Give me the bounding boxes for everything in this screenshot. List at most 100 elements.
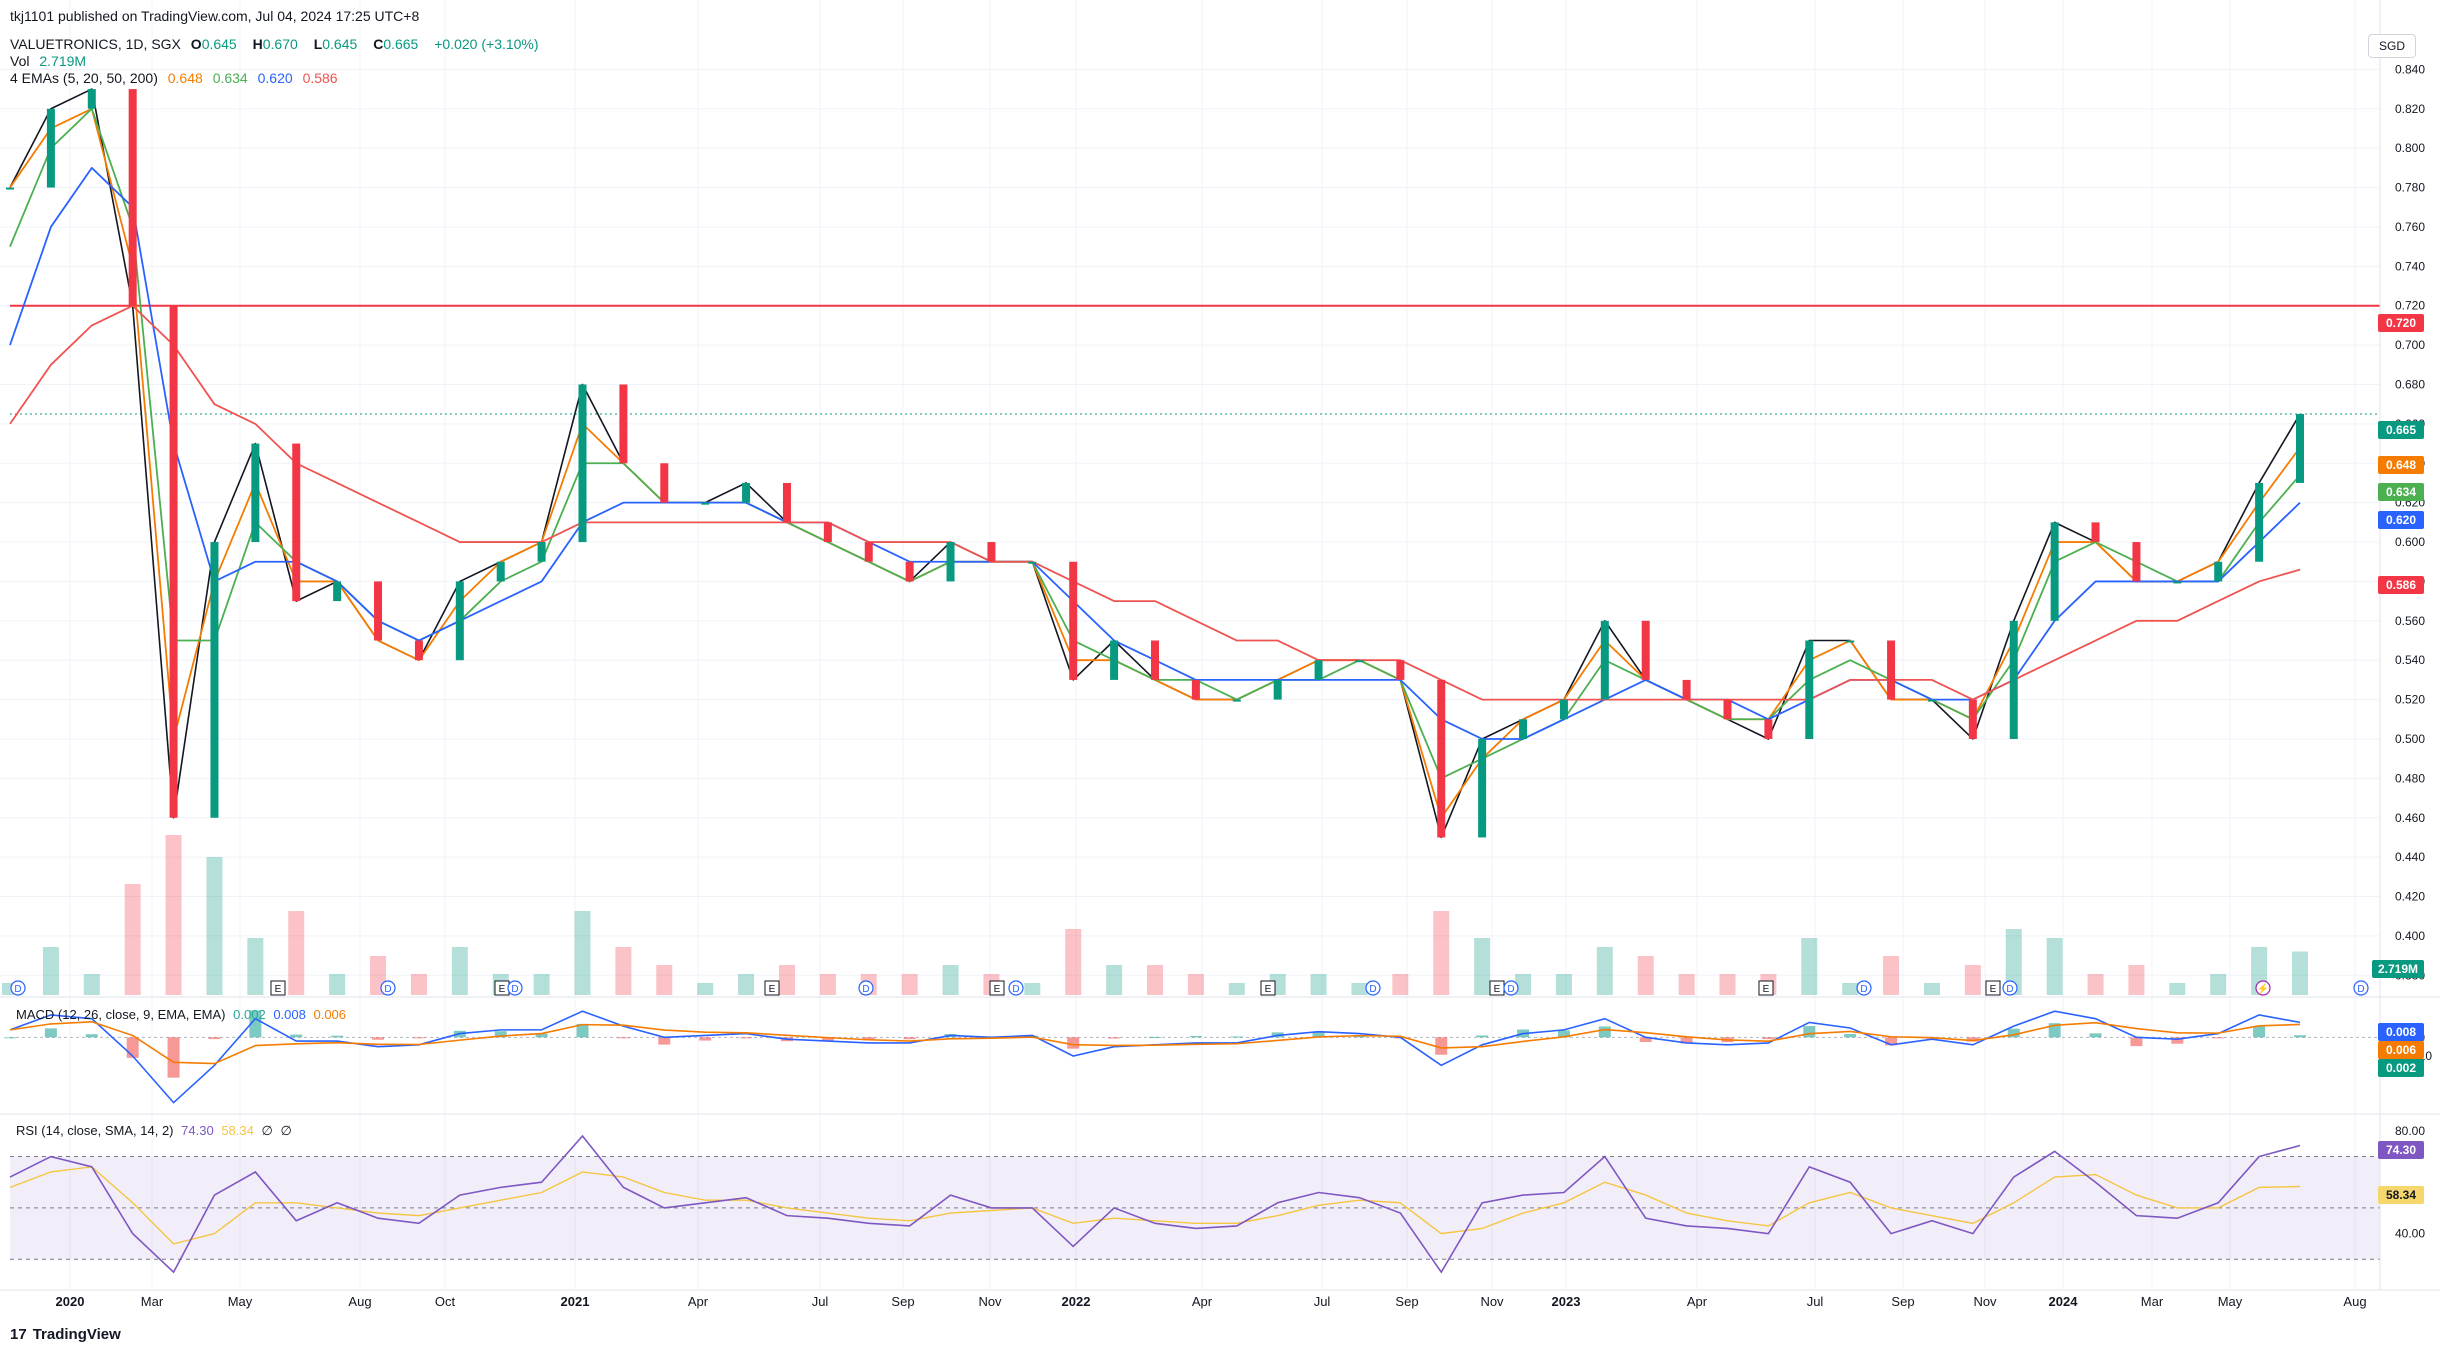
- volume-bar: [83, 974, 100, 995]
- time-tick-label: Nov: [1973, 1294, 1997, 1309]
- price-tick-label: 0.700: [2395, 338, 2425, 352]
- badge-ema50: 0.620: [2378, 511, 2424, 529]
- volume-bar: [1515, 974, 1532, 995]
- resistance-line: [10, 304, 2380, 415]
- rsi-tick-label: 80.00: [2395, 1124, 2425, 1138]
- candle-body: [701, 502, 710, 505]
- candle-body: [2050, 522, 2059, 621]
- candle-body: [1723, 699, 1732, 720]
- time-tick-label: Oct: [435, 1294, 456, 1309]
- volume-legend[interactable]: Vol 2.719M: [10, 53, 92, 69]
- macd-histogram-bar: [44, 1028, 57, 1038]
- candle-body: [619, 384, 628, 464]
- volume-bar: [1474, 938, 1491, 995]
- macd-value: 0.008: [273, 1007, 306, 1022]
- dividend-marker: [1856, 980, 1872, 996]
- event-marker-label: D: [1860, 984, 1867, 995]
- time-tick-label: Mar: [2141, 1294, 2164, 1309]
- price-tick-label: 0.440: [2395, 850, 2425, 864]
- volume-bar: [1106, 965, 1123, 995]
- time-tick-label: Apr: [1687, 1294, 1708, 1309]
- volume-bar: [1555, 974, 1572, 995]
- macd-histogram-bar: [740, 1037, 753, 1039]
- candle-body: [823, 522, 832, 543]
- currency-button[interactable]: SGD: [2368, 34, 2416, 58]
- macd-histogram-bar: [2171, 1037, 2184, 1044]
- volume-bar: [2169, 983, 2186, 995]
- price-tick-label: 0.760: [2395, 220, 2425, 234]
- symbol-legend[interactable]: VALUETRONICS, 1D, SGX O0.645 H0.670 L0.6…: [10, 36, 545, 52]
- candle-body: [578, 384, 587, 543]
- macd-histogram-bar: [2130, 1037, 2143, 1047]
- dividend-marker: [858, 980, 874, 996]
- macd-histogram-bar: [1680, 1037, 1693, 1044]
- tradingview-logo: 17: [10, 1326, 27, 1343]
- badge-last-price: 0.665: [2378, 421, 2424, 439]
- ohlc-close: C0.665: [373, 36, 419, 52]
- volume-bar: [1187, 974, 1204, 995]
- series-ema-200: [9, 304, 2301, 701]
- candle-body: [251, 443, 260, 543]
- macd-histogram-bar: [1189, 1035, 1202, 1038]
- macd-histogram-bar: [208, 1037, 221, 1040]
- rsi-line: [9, 1134, 2301, 1274]
- macd-histogram-bar: [1885, 1037, 1898, 1046]
- volume-bar: [1310, 974, 1327, 995]
- rsi-ma-value: 58.34: [221, 1123, 254, 1138]
- event-marker-label: D: [384, 984, 391, 995]
- earnings-marker: [1260, 980, 1276, 996]
- badge-ema20: 0.634: [2378, 483, 2424, 501]
- macd-histogram-bar: [1844, 1033, 1857, 1038]
- time-tick-label: Apr: [688, 1294, 709, 1309]
- volume-bar: [2005, 929, 2022, 995]
- volume-bar: [1024, 983, 1041, 995]
- candle-body: [1641, 620, 1650, 680]
- tradingview-footer[interactable]: 17 TradingView: [10, 1326, 121, 1343]
- time-tick-label: Aug: [348, 1294, 371, 1309]
- candle-body: [1846, 640, 1855, 643]
- volume-bar: [1719, 974, 1736, 995]
- event-marker-label: E: [1265, 984, 1272, 995]
- event-marker-label: E: [1763, 984, 1770, 995]
- volume-bar: [1964, 965, 1981, 995]
- time-tick-label: Mar: [141, 1294, 164, 1309]
- macd-histogram-bar: [290, 1034, 303, 1038]
- symbol-name[interactable]: VALUETRONICS, 1D, SGX: [10, 36, 181, 52]
- ohlc-high: H0.670: [252, 36, 298, 52]
- tradingview-text: TradingView: [32, 1326, 121, 1343]
- volume-bar: [1433, 911, 1450, 995]
- candle-body: [1519, 719, 1528, 739]
- rsi-empty-2: ∅: [280, 1123, 292, 1138]
- volume-bar: [2087, 974, 2104, 995]
- badge-rsi-ma: 58.34: [2378, 1186, 2424, 1204]
- rsi-legend[interactable]: RSI (14, close, SMA, 14, 2) 74.30 58.34 …: [16, 1123, 296, 1139]
- event-marker-label: E: [1990, 984, 1997, 995]
- macd-legend[interactable]: MACD (12, 26, close, 9, EMA, EMA) 0.002 …: [16, 1007, 350, 1022]
- time-tick-label: 2022: [1062, 1294, 1091, 1309]
- macd-histogram-bar: [658, 1037, 671, 1045]
- event-marker-label: E: [994, 984, 1001, 995]
- price-tick-label: 0.480: [2395, 771, 2425, 785]
- price-tick-label: 0.740: [2395, 259, 2425, 273]
- dividend-marker: [2002, 980, 2018, 996]
- volume-bar: [819, 974, 836, 995]
- ohlc-change: +0.020 (+3.10%): [434, 36, 539, 52]
- macd-histogram-bar: [2007, 1028, 2020, 1038]
- candle-body: [1764, 719, 1773, 739]
- badge-macd: 0.008: [2378, 1023, 2424, 1041]
- time-tick-label: May: [228, 1294, 253, 1309]
- event-marker-label: D: [14, 984, 21, 995]
- candle-body: [782, 482, 791, 523]
- volume-bar: [1923, 983, 1940, 995]
- candle-body: [1887, 640, 1896, 700]
- volume-value: 2.719M: [39, 53, 87, 69]
- macd-histogram-bar: [821, 1037, 834, 1041]
- ema-legend[interactable]: 4 EMAs (5, 20, 50, 200) 0.648 0.634 0.62…: [10, 70, 344, 86]
- volume-bar: [206, 857, 223, 995]
- macd-histogram-bar: [85, 1034, 98, 1038]
- candle-body: [1273, 679, 1282, 700]
- candle-body: [6, 187, 14, 190]
- macd-histogram-bar: [1639, 1037, 1652, 1043]
- volume-bar: [1801, 938, 1818, 995]
